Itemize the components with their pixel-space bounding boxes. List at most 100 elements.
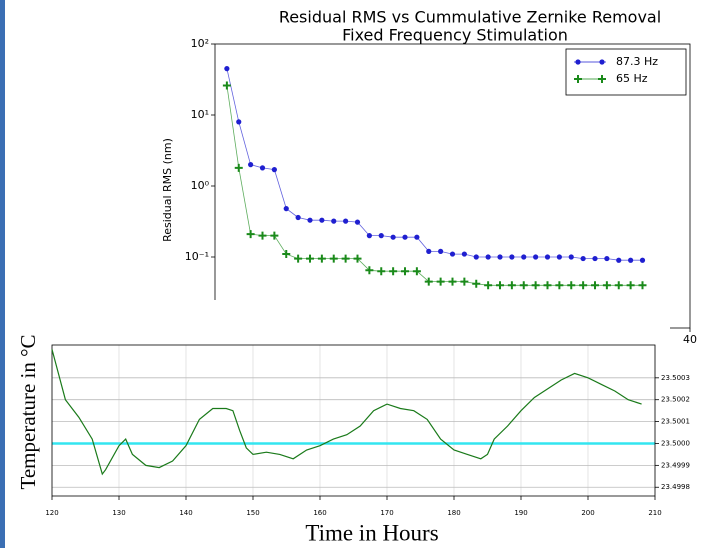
point — [426, 248, 432, 254]
point — [246, 230, 255, 239]
point — [639, 257, 646, 263]
point — [449, 251, 456, 257]
point — [307, 217, 313, 223]
point — [331, 218, 337, 224]
point — [294, 254, 303, 263]
point — [378, 233, 384, 239]
point — [270, 231, 279, 240]
point — [568, 254, 574, 260]
point — [507, 281, 516, 290]
point — [484, 281, 493, 290]
point — [497, 254, 503, 260]
point — [628, 257, 634, 263]
point — [592, 255, 598, 262]
point — [329, 254, 338, 263]
x-tick-label: 170 — [380, 509, 393, 517]
point — [377, 267, 386, 276]
point — [401, 267, 409, 276]
point — [343, 218, 349, 224]
legend-marker — [575, 59, 581, 65]
point — [412, 267, 421, 276]
point — [414, 234, 420, 240]
point — [354, 219, 361, 225]
y-tick-label: 10⁻¹ — [185, 250, 209, 263]
point — [521, 254, 527, 260]
y-tick-label: 10² — [191, 37, 209, 50]
point — [236, 119, 242, 125]
x-tick-label: 210 — [648, 509, 661, 517]
x-tick-label: 130 — [112, 509, 125, 517]
y-axis-label: Residual RMS (nm) — [161, 138, 174, 242]
point — [580, 255, 586, 262]
y-tick-label: 23.5001 — [661, 418, 690, 426]
point — [224, 66, 230, 72]
point — [258, 231, 267, 240]
point — [448, 277, 457, 286]
point — [424, 277, 433, 286]
point — [485, 254, 491, 260]
y-tick-label: 23.5000 — [661, 439, 690, 447]
point — [591, 281, 599, 290]
point — [604, 255, 610, 262]
y-tick-label: 23.5002 — [661, 396, 690, 404]
legend-box — [565, 48, 687, 96]
chart-subtitle: Fixed Frequency Stimulation — [342, 26, 568, 45]
x-tick-label: 160 — [313, 509, 326, 517]
point — [389, 267, 398, 276]
x-tick-label: 180 — [447, 509, 460, 517]
point — [271, 167, 277, 173]
point — [519, 281, 528, 290]
point — [317, 254, 326, 263]
y-tick-label: 10⁰ — [191, 179, 210, 192]
legend-marker — [574, 75, 582, 83]
y-tick-label: 10¹ — [191, 108, 209, 121]
point — [544, 254, 551, 260]
point — [531, 281, 540, 290]
y-tick-label: 23.5003 — [661, 374, 690, 382]
point — [496, 281, 504, 290]
point — [509, 254, 515, 260]
point — [460, 277, 469, 286]
legend-marker — [599, 59, 605, 65]
side-bar — [0, 0, 5, 548]
x-tick-label: 200 — [581, 509, 594, 517]
point — [353, 254, 362, 263]
legend-label: 87.3 Hz — [616, 55, 658, 68]
point — [259, 165, 266, 171]
chart-title: Residual RMS vs Cummulative Zernike Remo… — [279, 8, 661, 27]
y-tick-label: 23.4998 — [661, 483, 690, 491]
point — [626, 281, 635, 290]
point — [282, 250, 291, 259]
chart-background — [45, 300, 670, 512]
point — [473, 254, 479, 260]
point — [461, 251, 467, 257]
point — [533, 254, 539, 260]
point — [579, 281, 588, 290]
series-line — [51, 349, 642, 476]
point — [341, 254, 350, 263]
point — [555, 281, 564, 290]
legend-label: 65 Hz — [616, 72, 648, 85]
x-tick-label: 190 — [514, 509, 527, 517]
point — [472, 279, 481, 288]
y-axis-label: Temperature in °C — [16, 334, 40, 489]
legend-marker — [598, 75, 606, 83]
point — [306, 254, 314, 263]
point — [390, 234, 396, 240]
x-tick-label: 40 — [683, 333, 697, 346]
point — [222, 81, 231, 90]
point — [438, 248, 444, 254]
point — [234, 163, 243, 172]
point — [436, 277, 445, 286]
point — [248, 162, 254, 168]
point — [602, 281, 611, 290]
plot-frame — [51, 344, 656, 497]
y-tick-label: 23.4999 — [661, 461, 690, 469]
point — [402, 234, 408, 240]
point — [319, 217, 325, 223]
point — [366, 233, 372, 239]
x-tick-label: 140 — [179, 509, 192, 517]
point — [295, 214, 301, 221]
point — [283, 206, 289, 212]
